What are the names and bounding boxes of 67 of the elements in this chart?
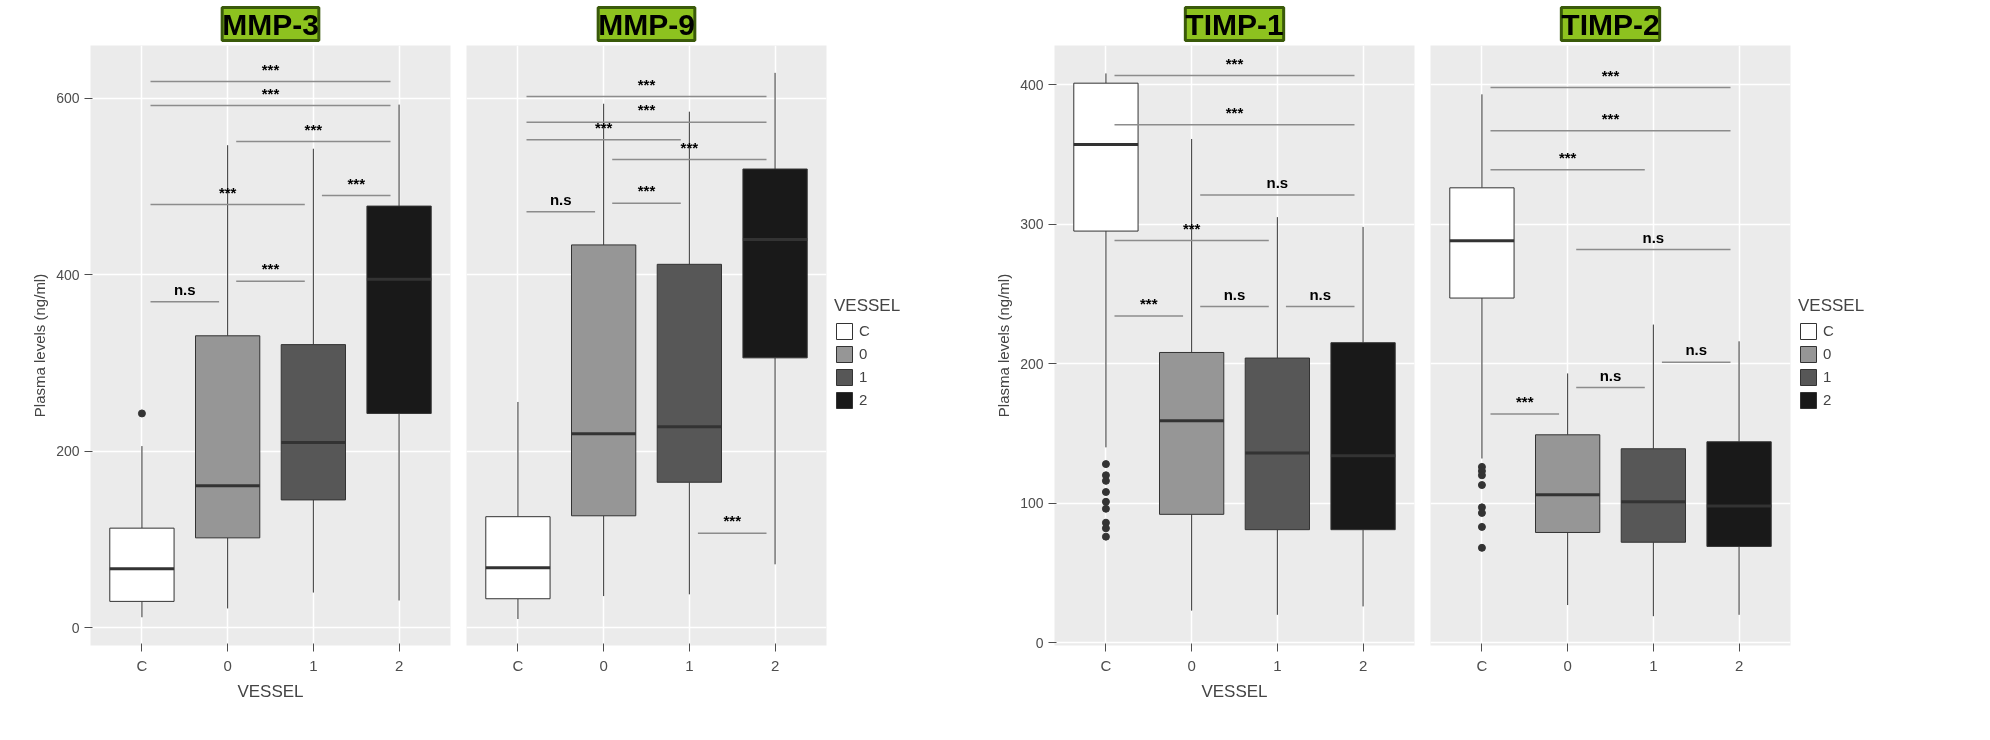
x-tick-label: 1 [309,656,318,674]
annotation: n.s [1309,285,1332,303]
x-tick-label: 2 [394,656,404,674]
annotation: *** [637,182,656,200]
x-tick-label: 0 [1563,656,1572,674]
x-tick-label: 1 [1649,656,1658,674]
x-tick-label: C [136,656,148,674]
y-tick-label: 200 [1020,355,1044,372]
x-axis-title: VESSEL [237,681,304,701]
annotation: *** [1558,148,1577,166]
annotation: n.s [1266,173,1289,191]
annotation: n.s [1599,366,1622,384]
x-tick-label: C [512,656,524,674]
x-tick-label: 0 [599,656,608,674]
annotation: *** [1225,54,1244,72]
chart-title: TIMP-1 [1185,7,1284,41]
x-tick-label: 1 [685,656,694,674]
legend-label: C [859,322,871,339]
y-tick-label: 400 [56,266,80,283]
legend-label: 1 [859,368,869,385]
annotation: n.s [173,280,196,298]
legend-label: C [1823,322,1835,339]
annotation: n.s [1685,341,1708,359]
y-tick-label: 600 [56,90,80,107]
x-axis-title: VESSEL [1201,681,1268,701]
annotation: *** [347,174,366,192]
annotation: *** [1140,295,1158,313]
annotation: *** [261,260,280,278]
x-tick-label: C [1100,656,1112,674]
chart-title: MMP-3 [222,7,319,41]
x-tick-label: 2 [770,656,780,674]
legend-title: VESSEL [1798,295,1865,316]
x-tick-label: 0 [1187,656,1196,674]
annotation: n.s [1223,285,1246,303]
x-tick-label: 1 [1273,656,1282,674]
chart-title: MMP-9 [598,7,695,41]
annotation: *** [261,84,280,102]
annotation: *** [1225,103,1244,121]
annotation: *** [1601,66,1620,84]
y-tick-label: 400 [1020,76,1044,93]
chart-title: TIMP-2 [1561,7,1660,41]
y-tick-label: 100 [1020,495,1044,512]
y-axis-title: Plasma levels (ng/ml) [31,273,49,418]
x-tick-label: 2 [1358,656,1368,674]
y-axis-title: Plasma levels (ng/ml) [995,273,1013,418]
y-tick-label: 200 [56,443,80,460]
legend-label: 1 [1823,368,1833,385]
annotation: *** [1601,109,1620,127]
annotation: *** [261,60,280,78]
legend-label: 0 [859,345,869,362]
annotation: *** [304,120,323,138]
x-tick-label: 0 [223,656,232,674]
y-tick-label: 0 [71,619,80,636]
annotation: n.s [549,190,572,208]
legend-label: 2 [859,391,869,408]
y-tick-label: 0 [1035,634,1044,651]
annotation: *** [1516,392,1534,410]
x-tick-label: 2 [1734,656,1744,674]
legend-title: VESSEL [834,295,901,316]
legend-label: 2 [1823,391,1833,408]
annotation: *** [723,512,742,530]
annotation: n.s [1642,228,1665,246]
annotation: *** [637,101,656,119]
annotation: *** [637,75,656,93]
y-tick-label: 300 [1020,216,1044,233]
x-tick-label: C [1476,656,1488,674]
legend-label: 0 [1823,345,1833,362]
